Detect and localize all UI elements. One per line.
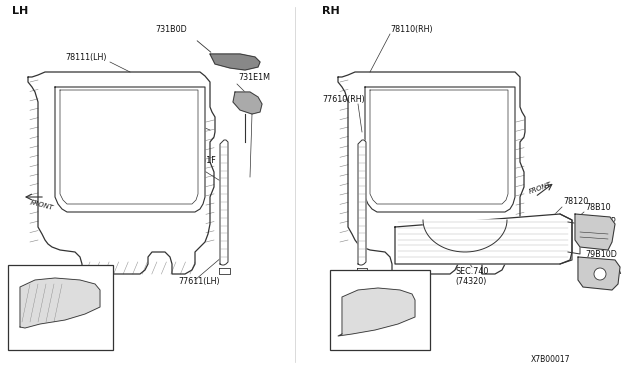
Text: 79B10D: 79B10D [585, 250, 617, 259]
Text: 78110(RH): 78110(RH) [390, 25, 433, 34]
Polygon shape [338, 288, 415, 336]
Text: 731B0D: 731B0D [155, 25, 187, 34]
Text: ⓝ0B157−0161F: ⓝ0B157−0161F [155, 155, 217, 164]
Text: 79B15P: 79B15P [585, 217, 616, 226]
Polygon shape [423, 220, 507, 252]
Polygon shape [365, 87, 515, 212]
Polygon shape [28, 72, 215, 274]
Text: 77611(LH): 77611(LH) [178, 277, 220, 286]
Text: 78B10: 78B10 [585, 203, 611, 212]
Polygon shape [575, 214, 615, 250]
Text: FRONT: FRONT [528, 181, 552, 195]
Circle shape [594, 268, 606, 280]
Polygon shape [233, 92, 262, 114]
Text: (74320): (74320) [455, 277, 486, 286]
Text: (2): (2) [175, 165, 186, 174]
Polygon shape [578, 257, 620, 290]
Polygon shape [55, 87, 205, 212]
Polygon shape [358, 140, 366, 265]
Text: RH: RH [322, 6, 340, 16]
Polygon shape [220, 140, 228, 265]
Text: 731E1M: 731E1M [238, 73, 270, 82]
Text: SEC.740: SEC.740 [455, 267, 488, 276]
Text: 78120: 78120 [563, 197, 588, 206]
Polygon shape [20, 278, 100, 328]
Polygon shape [395, 214, 572, 264]
Polygon shape [210, 54, 260, 70]
Text: ⓝ08918−3061A: ⓝ08918−3061A [140, 110, 202, 119]
Text: FRONT: FRONT [30, 199, 54, 211]
Text: X7B00017: X7B00017 [531, 355, 570, 364]
Text: 79B10A: 79B10A [590, 267, 621, 276]
Bar [330, 270, 430, 350]
Polygon shape [338, 72, 525, 274]
Bar [8, 265, 113, 350]
Text: 78111(LH): 78111(LH) [65, 53, 106, 62]
Text: LH: LH [12, 6, 28, 16]
Text: 78117: 78117 [40, 340, 65, 349]
Text: 77610(RH): 77610(RH) [322, 95, 365, 104]
Text: 78116: 78116 [358, 340, 383, 349]
